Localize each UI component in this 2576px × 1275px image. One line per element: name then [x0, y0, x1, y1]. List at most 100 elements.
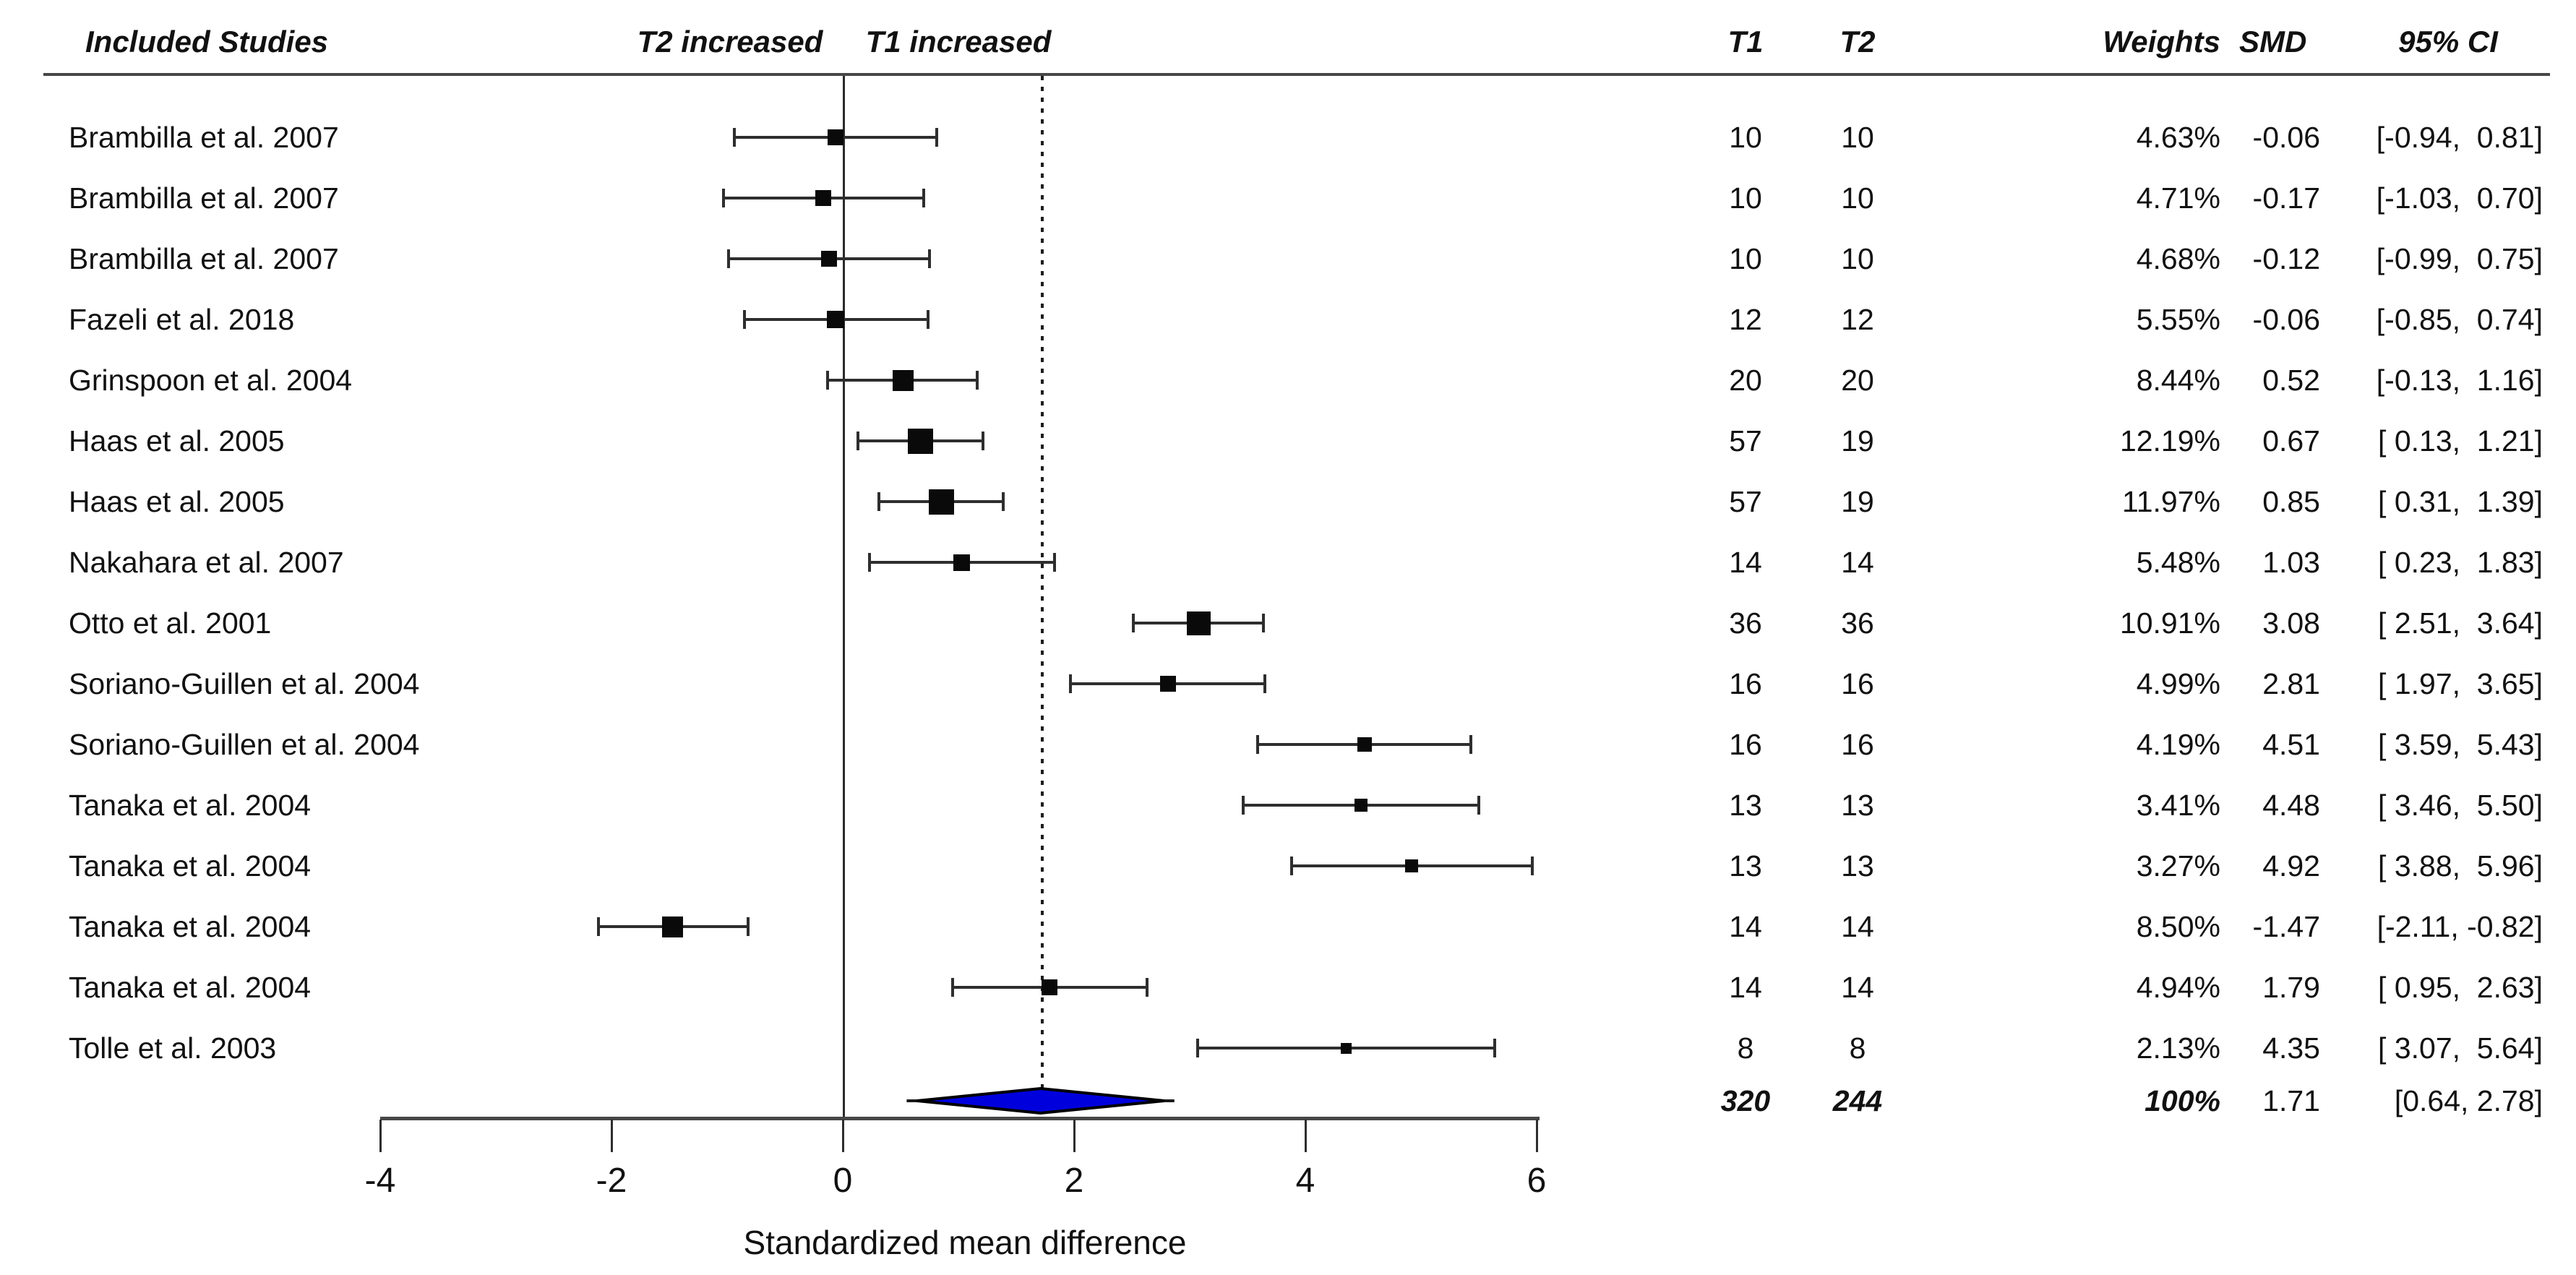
t1-value: 320: [1720, 1084, 1771, 1117]
ci-cap-right: [1052, 553, 1056, 572]
ci-cap-right: [1530, 857, 1534, 875]
x-axis-tick-label: 0: [833, 1162, 853, 1200]
study-label: Fazeli et al. 2018: [69, 303, 295, 336]
t2-value: 13: [1841, 849, 1874, 883]
study-label: Tanaka et al. 2004: [69, 910, 312, 943]
ci-value: [-0.99, 0.75]: [2376, 242, 2543, 275]
ci-cap-right: [1477, 796, 1480, 815]
ci-value: [-0.13, 1.16]: [2376, 364, 2543, 397]
ci-value: [ 3.59, 5.43]: [2378, 728, 2543, 761]
ci-cap-right: [1263, 674, 1266, 693]
study-label: Grinspoon et al. 2004: [69, 364, 353, 397]
x-axis-tick-label: 4: [1295, 1162, 1315, 1200]
x-axis-tick: [1073, 1120, 1076, 1152]
t2-value: 12: [1841, 303, 1874, 336]
ci-cap-left: [1289, 857, 1293, 875]
effect-square: [1160, 676, 1176, 692]
smd-value: 1.79: [2262, 971, 2320, 1004]
ci-cap-left: [1069, 674, 1073, 693]
ci-cap-left: [722, 189, 726, 207]
header-col-t2: T2: [1839, 25, 1876, 59]
smd-value: 4.48: [2262, 789, 2320, 822]
weight-value: 12.19%: [2119, 424, 2220, 458]
ci-cap-right: [935, 128, 938, 147]
ci-cap-right: [1262, 614, 1266, 632]
t2-value: 16: [1841, 667, 1874, 700]
weight-value: 3.41%: [2136, 789, 2220, 822]
t2-value: 14: [1841, 971, 1874, 1004]
ci-cap-left: [732, 128, 736, 147]
t2-value: 244: [1832, 1084, 1883, 1117]
effect-square: [908, 429, 933, 454]
x-axis-line: [380, 1117, 1540, 1120]
effect-square: [929, 489, 954, 515]
x-axis-tick: [842, 1120, 844, 1152]
weight-value: 8.44%: [2136, 364, 2220, 397]
study-label: Tanaka et al. 2004: [69, 849, 312, 883]
weight-value: 4.99%: [2136, 667, 2220, 700]
pooled-diamond: [916, 1086, 1164, 1115]
weight-value: 2.13%: [2136, 1031, 2220, 1065]
t1-value: 16: [1729, 728, 1762, 761]
smd-value: 4.51: [2262, 728, 2320, 761]
effect-square: [1042, 979, 1057, 995]
ci-value: [ 1.97, 3.65]: [2378, 667, 2543, 700]
study-label: Haas et al. 2005: [69, 485, 285, 518]
weight-value: 5.55%: [2136, 303, 2220, 336]
effect-square: [1187, 611, 1211, 635]
smd-value: 3.08: [2262, 606, 2320, 640]
ci-cap-right: [981, 432, 984, 450]
smd-value: -0.06: [2252, 121, 2320, 154]
zero-reference-line: [843, 76, 845, 1117]
smd-value: 4.92: [2262, 849, 2320, 883]
t1-value: 10: [1729, 242, 1762, 275]
effect-square: [953, 554, 970, 571]
t1-value: 10: [1729, 181, 1762, 215]
effect-square: [828, 129, 843, 145]
smd-value: -0.12: [2252, 242, 2320, 275]
weight-value: 4.68%: [2136, 242, 2220, 275]
ci-cap-right: [922, 189, 925, 207]
ci-cap-left: [867, 553, 871, 572]
smd-value: 1.71: [2262, 1084, 2320, 1117]
t1-value: 10: [1729, 121, 1762, 154]
t2-value: 8: [1849, 1031, 1866, 1065]
x-axis-tick-label: 6: [1527, 1162, 1547, 1200]
t2-value: 36: [1841, 606, 1874, 640]
study-label: Nakahara et al. 2007: [69, 546, 344, 579]
smd-value: 0.52: [2262, 364, 2320, 397]
t1-value: 14: [1729, 910, 1762, 943]
smd-value: 0.85: [2262, 485, 2320, 518]
ci-cap-right: [746, 917, 750, 936]
smd-value: 0.67: [2262, 424, 2320, 458]
effect-square: [1357, 737, 1372, 752]
header-col-t1: T1: [1727, 25, 1764, 59]
t1-value: 14: [1729, 971, 1762, 1004]
header-col-ci: 95% CI: [2398, 25, 2498, 59]
effect-square: [893, 370, 914, 391]
ci-cap-right: [1469, 735, 1472, 754]
ci-cap-left: [856, 432, 859, 450]
weight-value: 3.27%: [2136, 849, 2220, 883]
header-t1-increased: T1 increased: [865, 25, 1052, 59]
header-col-smd: SMD: [2239, 25, 2307, 59]
ci-value: [ 0.95, 2.63]: [2378, 971, 2543, 1004]
x-axis-tick: [379, 1120, 382, 1152]
t1-value: 57: [1729, 424, 1762, 458]
ci-cap-left: [826, 371, 830, 390]
ci-value: [ 3.46, 5.50]: [2378, 789, 2543, 822]
t1-value: 14: [1729, 546, 1762, 579]
ci-value: [ 2.51, 3.64]: [2378, 606, 2543, 640]
x-axis-tick-label: -4: [364, 1162, 396, 1200]
study-label: Tolle et al. 2003: [69, 1031, 277, 1065]
ci-cap-left: [877, 492, 880, 511]
ci-cap-right: [927, 310, 930, 329]
study-label: Soriano-Guillen et al. 2004: [69, 728, 420, 761]
t2-value: 19: [1841, 424, 1874, 458]
effect-square: [827, 311, 844, 328]
ci-cap-left: [726, 249, 730, 268]
ci-cap-left: [1131, 614, 1135, 632]
